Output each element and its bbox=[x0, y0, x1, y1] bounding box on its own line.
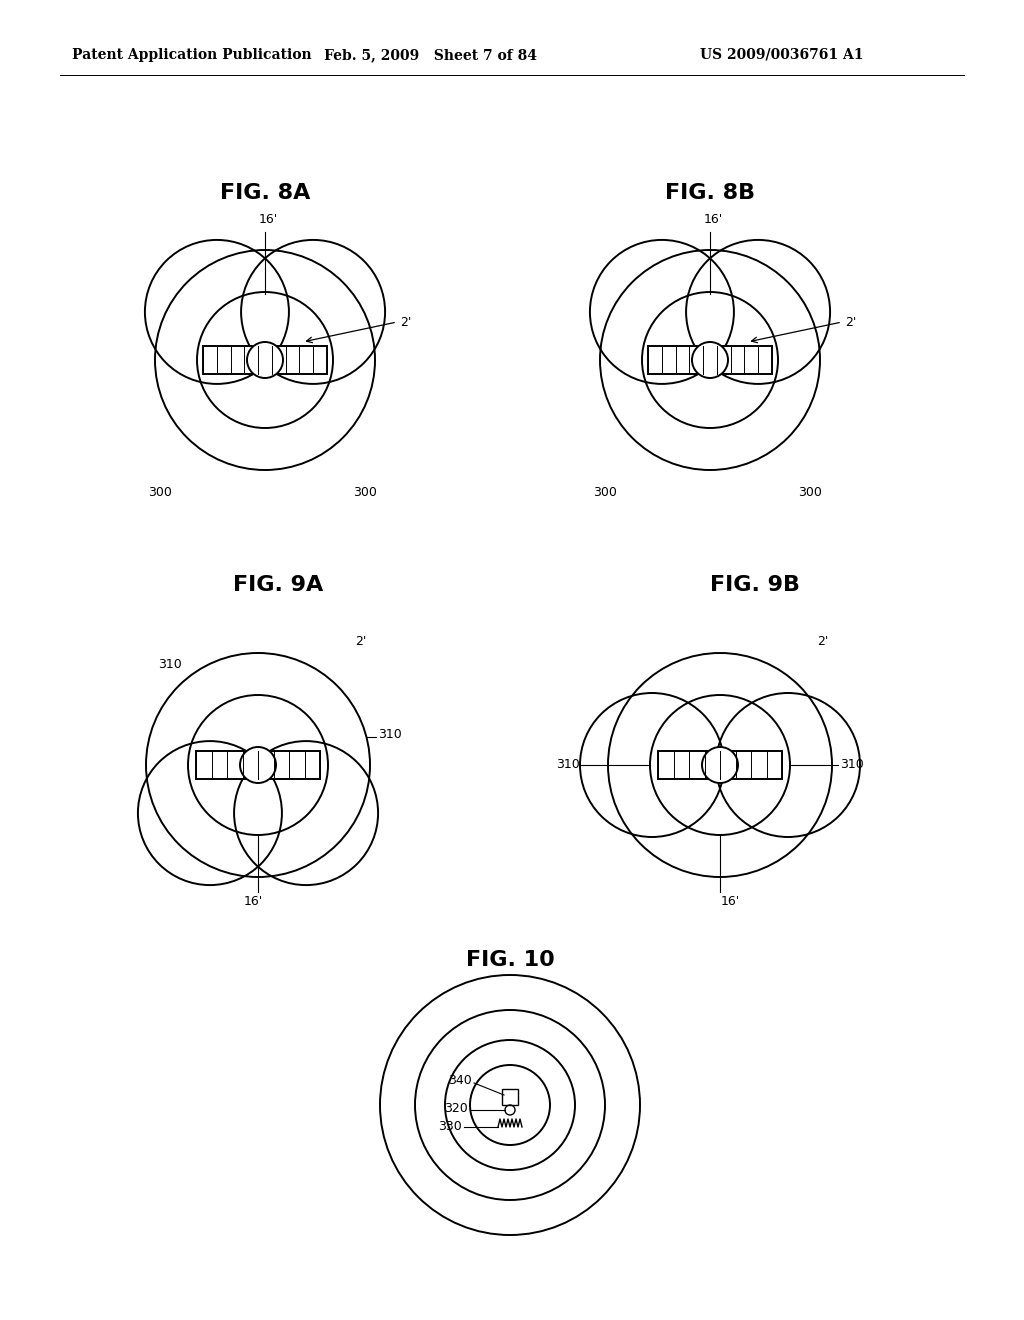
Bar bbox=[658, 751, 782, 779]
Text: FIG. 8B: FIG. 8B bbox=[665, 183, 755, 203]
Text: 16': 16' bbox=[244, 895, 262, 908]
Text: 310: 310 bbox=[556, 759, 580, 771]
Text: 300: 300 bbox=[148, 486, 172, 499]
Text: 300: 300 bbox=[798, 486, 822, 499]
Text: 320: 320 bbox=[444, 1101, 468, 1114]
Circle shape bbox=[692, 342, 728, 378]
Text: 16': 16' bbox=[703, 213, 723, 226]
Text: 300: 300 bbox=[353, 486, 377, 499]
Text: Feb. 5, 2009   Sheet 7 of 84: Feb. 5, 2009 Sheet 7 of 84 bbox=[324, 48, 537, 62]
Text: 2': 2' bbox=[400, 315, 412, 329]
Circle shape bbox=[247, 342, 283, 378]
Text: FIG. 8A: FIG. 8A bbox=[220, 183, 310, 203]
Text: 300: 300 bbox=[593, 486, 616, 499]
Circle shape bbox=[240, 747, 276, 783]
Text: 310: 310 bbox=[840, 759, 864, 771]
Text: 2': 2' bbox=[817, 635, 828, 648]
Text: 2': 2' bbox=[845, 315, 856, 329]
Text: 310: 310 bbox=[378, 729, 401, 742]
Text: FIG. 10: FIG. 10 bbox=[466, 950, 554, 970]
Text: 310: 310 bbox=[158, 657, 181, 671]
Bar bbox=[203, 346, 327, 374]
Bar bbox=[502, 1089, 518, 1105]
Text: 330: 330 bbox=[438, 1121, 462, 1134]
Text: 16': 16' bbox=[258, 213, 278, 226]
Circle shape bbox=[702, 747, 738, 783]
Text: 340: 340 bbox=[449, 1073, 472, 1086]
Text: 16': 16' bbox=[720, 895, 739, 908]
Text: US 2009/0036761 A1: US 2009/0036761 A1 bbox=[700, 48, 863, 62]
Text: FIG. 9B: FIG. 9B bbox=[710, 576, 800, 595]
Text: FIG. 9A: FIG. 9A bbox=[232, 576, 324, 595]
Bar bbox=[648, 346, 772, 374]
Bar bbox=[196, 751, 319, 779]
Text: 2': 2' bbox=[355, 635, 367, 648]
Text: Patent Application Publication: Patent Application Publication bbox=[72, 48, 311, 62]
